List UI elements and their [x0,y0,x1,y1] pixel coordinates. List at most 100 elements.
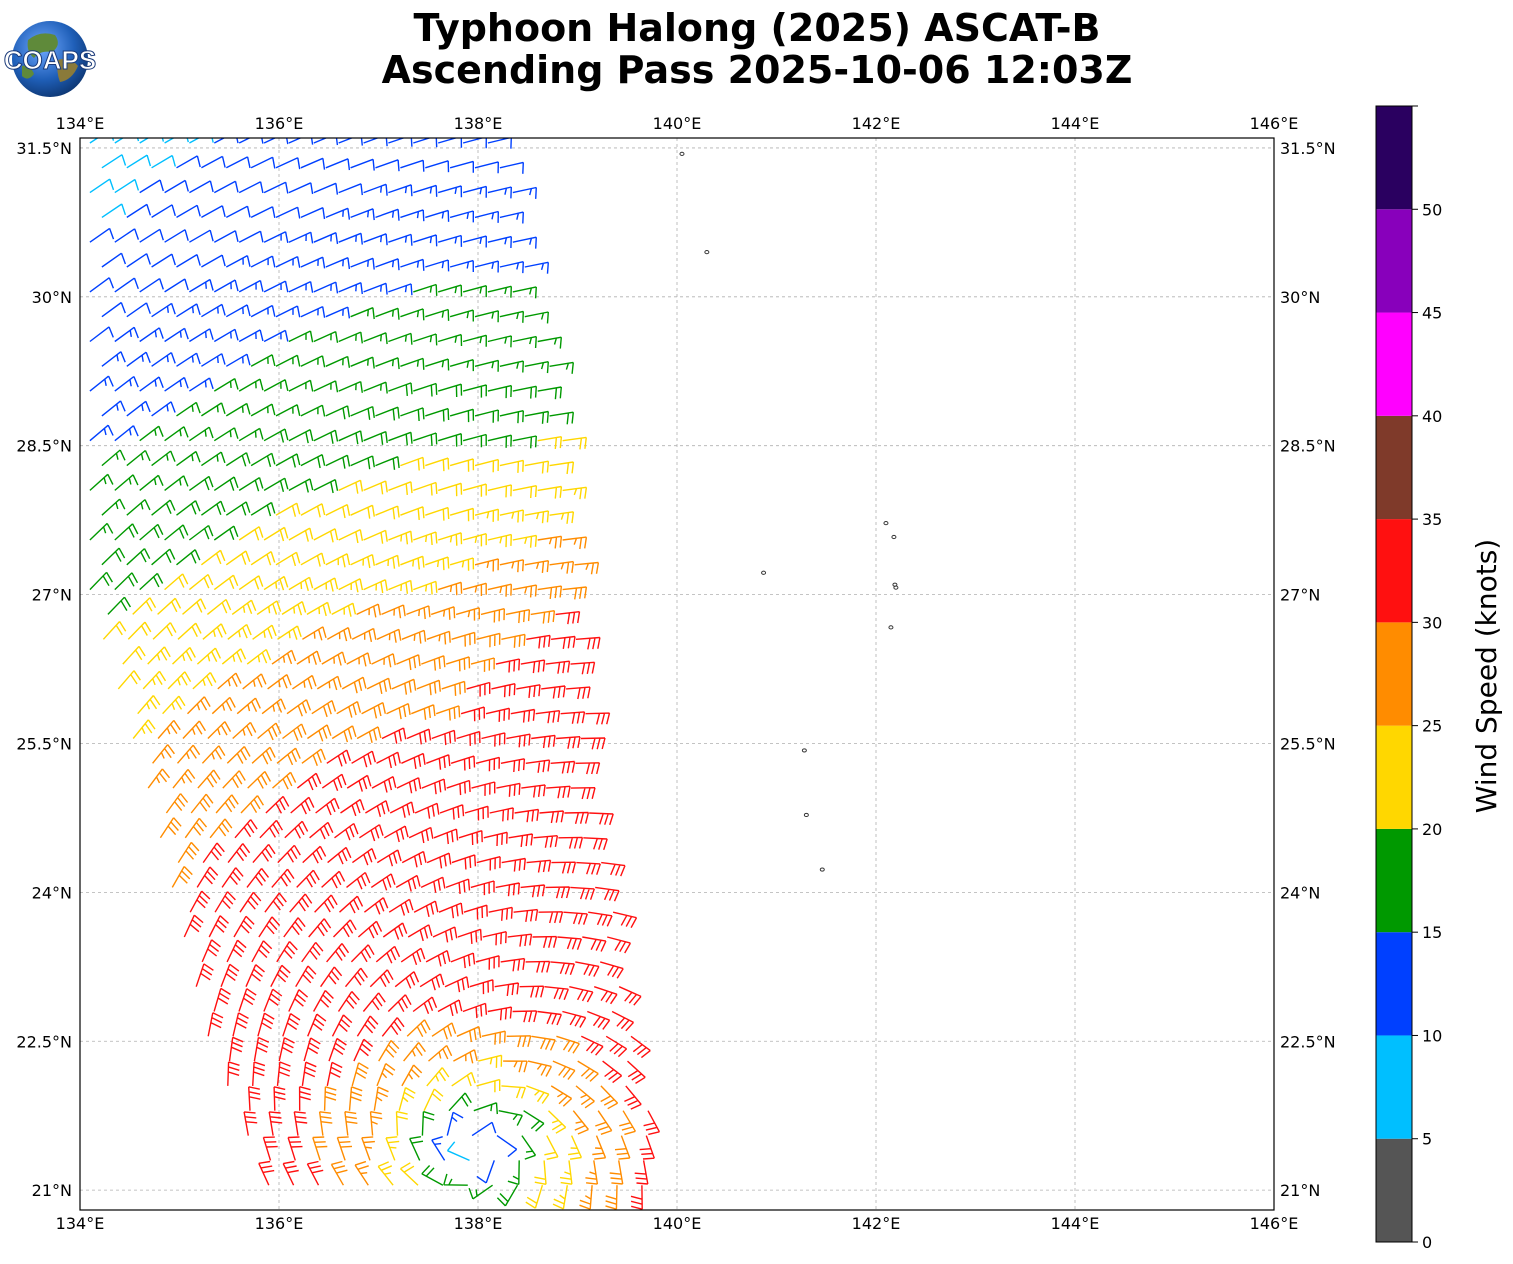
wind-barb [421,655,446,671]
wind-barb [213,138,239,144]
wind-barb [383,825,409,843]
wind-barb [363,480,388,495]
colorbar-bin [1376,622,1412,726]
wind-barb [471,1121,497,1137]
wind-barb [512,584,538,598]
wind-barb [213,427,239,442]
wind-barb [313,281,339,294]
wind-barb [250,403,276,417]
wind-barb [545,886,571,899]
gridlines [80,138,1274,1210]
wind-barb [507,933,533,947]
wind-barb [101,400,126,417]
wind-barb [512,385,537,399]
wind-barb [499,559,525,573]
wind-barb [114,138,140,144]
wind-barb [101,351,126,367]
wind-barb [151,253,176,268]
wind-barb [389,801,415,818]
wind-barb [363,381,388,394]
wind-barb [176,303,201,318]
wind-barb [450,952,476,969]
wind-barb [435,705,461,721]
wind-barb [164,327,189,343]
island-outline [704,250,710,255]
wind-barb [624,1085,642,1110]
wind-barb [325,207,351,220]
wind-barb [176,549,201,566]
wind-barb [369,969,394,988]
wind-barb [500,957,526,972]
wind-barb [376,849,402,867]
wind-barb [601,861,626,877]
wind-barb [227,1061,240,1086]
wind-barb [537,336,562,349]
wind-barb [438,902,464,919]
wind-barb [321,651,347,666]
wind-barb [501,633,526,648]
wind-barb [225,402,251,417]
wind-barb [101,498,126,516]
wind-barb [288,280,314,293]
wind-barb [263,575,289,591]
wind-barb [449,259,474,273]
wind-barb [478,1054,503,1068]
wind-barb [487,186,512,199]
wind-barb [499,459,524,473]
wind-barb [444,976,470,993]
wind-barb [519,985,545,998]
wind-barb [423,1088,444,1111]
wind-barb [496,782,521,797]
wind-barb [395,874,421,892]
wind-barb [437,581,463,596]
wind-barb [525,960,551,973]
wind-barb [157,719,181,739]
wind-barb [288,379,314,392]
wind-barb [403,1042,426,1062]
lon-tick-label: 142°E [852,1214,901,1233]
wind-barb [525,1184,544,1209]
wind-barb [151,204,176,218]
wind-barb [201,402,226,417]
colorbar-bin [1376,828,1412,933]
wind-barb [222,770,246,789]
wind-barb [265,795,290,814]
wind-barb [414,802,440,819]
wind-barb [361,1136,375,1161]
wind-barb [326,1061,343,1087]
wind-barb [480,608,505,623]
wind-barb [188,475,214,491]
colorbar-tick-label: 25 [1422,717,1442,736]
wind-barb [438,234,463,247]
wind-barb [300,404,326,417]
wind-barb [412,996,438,1014]
wind-barb [527,1060,553,1077]
wind-barb [189,328,214,343]
wind-barb [325,405,351,420]
wind-barb [413,481,438,496]
wind-barb [320,966,343,988]
colorbar-bin [1376,932,1412,1036]
wind-barb [288,527,314,542]
wind-barb [197,769,221,789]
wind-barb [437,433,463,447]
wind-barb [321,773,347,792]
wind-barb [495,882,520,897]
wind-barb [200,549,226,566]
wind-barb [250,206,276,219]
wind-barb [171,866,193,888]
wind-barb [388,138,413,147]
wind-barb [413,333,438,346]
lat-tick-label: 24°N [1280,883,1320,902]
wind-barb [126,154,152,169]
wind-barb [139,179,164,194]
wind-barb [400,407,425,422]
wind-barb [256,600,282,615]
wind-barb [252,1061,266,1086]
wind-barb [388,382,413,396]
wind-barb [147,646,171,665]
wind-barb [188,524,214,541]
wind-barb [537,1010,562,1026]
wind-barb [238,329,264,343]
wind-barb [189,278,214,293]
